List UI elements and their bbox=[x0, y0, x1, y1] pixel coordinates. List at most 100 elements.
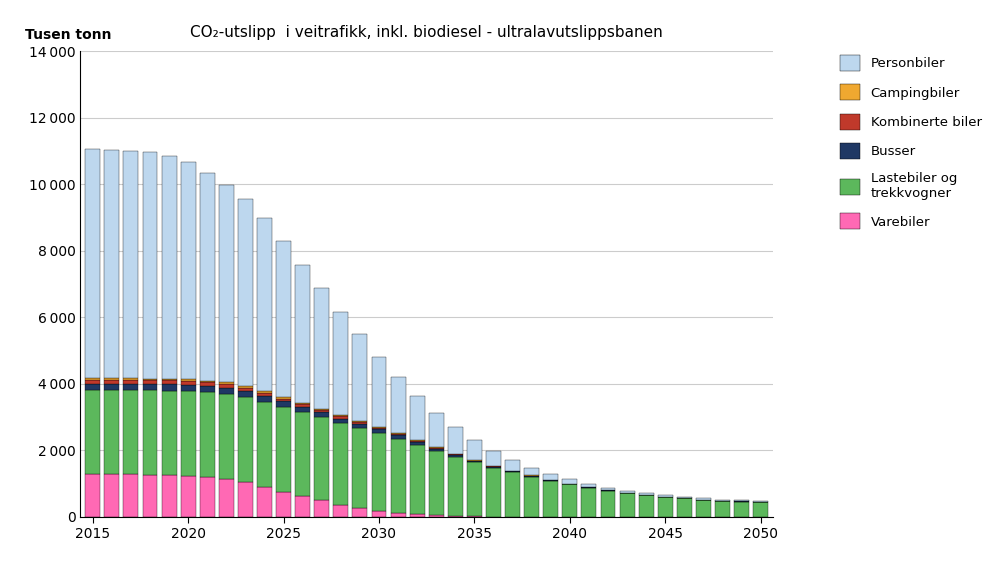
Bar bbox=[333, 423, 348, 504]
Bar bbox=[314, 409, 329, 410]
Bar bbox=[295, 496, 310, 517]
Bar bbox=[733, 502, 748, 517]
Bar bbox=[219, 387, 234, 394]
Bar bbox=[161, 381, 177, 384]
Bar bbox=[752, 502, 767, 517]
Bar bbox=[314, 500, 329, 517]
Bar bbox=[200, 392, 215, 477]
Bar bbox=[409, 396, 424, 440]
Bar bbox=[142, 152, 157, 378]
Bar bbox=[447, 427, 462, 453]
Bar bbox=[695, 500, 710, 517]
Bar bbox=[142, 378, 157, 380]
Bar bbox=[85, 378, 100, 380]
Bar bbox=[238, 391, 253, 397]
Bar bbox=[543, 474, 558, 479]
Bar bbox=[428, 448, 443, 449]
Bar bbox=[733, 500, 748, 502]
Bar bbox=[714, 499, 729, 500]
Bar bbox=[562, 485, 577, 517]
Bar bbox=[333, 416, 348, 419]
Bar bbox=[714, 501, 729, 517]
Bar bbox=[485, 452, 500, 466]
Bar bbox=[181, 385, 196, 391]
Bar bbox=[142, 475, 157, 517]
Bar bbox=[600, 487, 615, 490]
Bar bbox=[276, 241, 291, 397]
Bar bbox=[657, 497, 672, 517]
Bar bbox=[352, 424, 367, 428]
Bar bbox=[428, 515, 443, 517]
Bar bbox=[524, 477, 539, 517]
Bar bbox=[505, 472, 520, 517]
Bar bbox=[447, 454, 462, 455]
Bar bbox=[371, 427, 386, 428]
Bar bbox=[505, 460, 520, 471]
Bar bbox=[181, 476, 196, 517]
Bar bbox=[390, 434, 405, 435]
Bar bbox=[104, 150, 119, 378]
Bar bbox=[238, 386, 253, 388]
Bar bbox=[161, 379, 177, 381]
Bar bbox=[409, 445, 424, 514]
Bar bbox=[142, 390, 157, 475]
Bar bbox=[352, 422, 367, 424]
Bar bbox=[333, 419, 348, 423]
Bar bbox=[390, 433, 405, 434]
Bar bbox=[428, 414, 443, 447]
Bar bbox=[447, 455, 462, 457]
Bar bbox=[695, 498, 710, 499]
Bar bbox=[85, 474, 100, 517]
Bar bbox=[505, 471, 520, 472]
Bar bbox=[238, 482, 253, 517]
Bar bbox=[161, 391, 177, 475]
Bar bbox=[276, 407, 291, 491]
Bar bbox=[257, 396, 272, 402]
Bar bbox=[562, 479, 577, 483]
Bar bbox=[276, 397, 291, 399]
Bar bbox=[219, 382, 234, 384]
Bar bbox=[676, 498, 691, 517]
Text: Tusen tonn: Tusen tonn bbox=[25, 28, 111, 42]
Bar bbox=[295, 407, 310, 412]
Bar bbox=[676, 497, 691, 498]
Bar bbox=[295, 403, 310, 404]
Bar bbox=[428, 447, 443, 448]
Bar bbox=[466, 462, 481, 516]
Bar bbox=[447, 457, 462, 516]
Bar bbox=[352, 508, 367, 517]
Bar bbox=[371, 511, 386, 517]
Bar bbox=[181, 391, 196, 476]
Bar bbox=[543, 481, 558, 517]
Bar bbox=[123, 380, 138, 384]
Bar bbox=[638, 493, 653, 495]
Bar bbox=[466, 440, 481, 460]
Bar bbox=[390, 377, 405, 433]
Bar bbox=[276, 491, 291, 517]
Bar bbox=[104, 474, 119, 517]
Bar bbox=[161, 156, 177, 379]
Bar bbox=[371, 433, 386, 511]
Bar bbox=[524, 468, 539, 475]
Bar bbox=[638, 495, 653, 517]
Bar bbox=[352, 335, 367, 421]
Bar bbox=[200, 477, 215, 517]
Bar bbox=[85, 390, 100, 474]
Bar bbox=[238, 199, 253, 386]
Bar bbox=[85, 149, 100, 378]
Bar bbox=[219, 479, 234, 517]
Bar bbox=[123, 151, 138, 378]
Bar bbox=[257, 391, 272, 393]
Bar bbox=[371, 429, 386, 433]
Bar bbox=[314, 288, 329, 409]
Bar bbox=[428, 451, 443, 515]
Bar bbox=[657, 495, 672, 496]
Bar bbox=[123, 384, 138, 390]
Bar bbox=[581, 484, 596, 487]
Bar bbox=[352, 428, 367, 508]
Bar bbox=[238, 388, 253, 391]
Bar bbox=[85, 380, 100, 384]
Bar bbox=[161, 475, 177, 517]
Bar bbox=[161, 384, 177, 391]
Bar bbox=[257, 218, 272, 391]
